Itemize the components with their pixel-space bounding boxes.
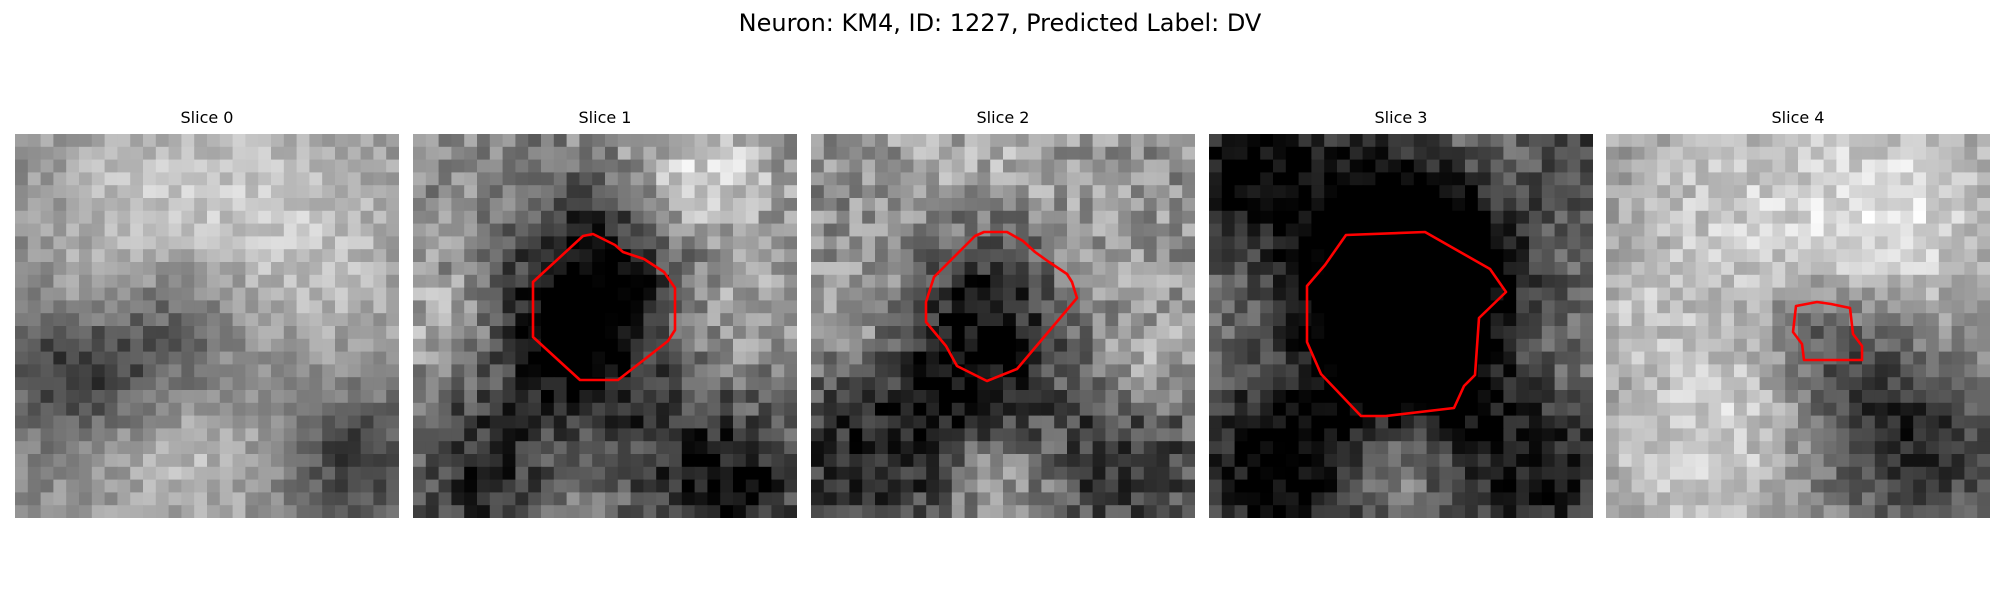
slice-image (1606, 134, 1990, 518)
figure-title: Neuron: KM4, ID: 1227, Predicted Label: … (0, 8, 2000, 38)
slice-title: Slice 4 (1606, 108, 1990, 128)
slice-image (413, 134, 797, 518)
slice-image (15, 134, 399, 518)
slice-image (1209, 134, 1593, 518)
slice-title: Slice 0 (15, 108, 399, 128)
slice-title: Slice 3 (1209, 108, 1593, 128)
slice-title: Slice 1 (413, 108, 797, 128)
slice-title: Slice 2 (811, 108, 1195, 128)
slice-image (811, 134, 1195, 518)
